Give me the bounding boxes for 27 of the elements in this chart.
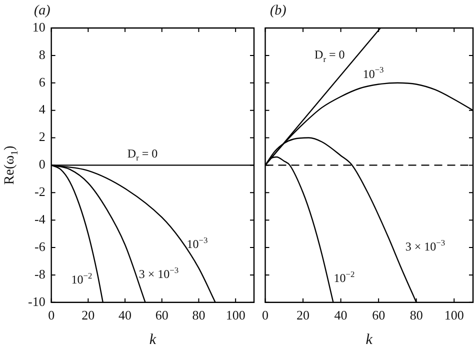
y-tick-label: 2 bbox=[38, 129, 46, 144]
chart-title: (b) bbox=[270, 4, 287, 19]
x-tick-label: 20 bbox=[82, 308, 95, 323]
y-tick-label: 6 bbox=[38, 74, 46, 90]
y-tick-label: -2 bbox=[34, 184, 46, 200]
x-axis-title: k bbox=[149, 332, 156, 348]
x-tick-label: 40 bbox=[334, 308, 348, 323]
chart-title: (a) bbox=[34, 4, 51, 19]
x-tick-label: 100 bbox=[444, 308, 464, 323]
x-tick-label: 20 bbox=[296, 308, 310, 323]
y-tick-label: -4 bbox=[34, 212, 46, 226]
y-tick-label: -8 bbox=[34, 266, 46, 282]
x-axis-title: k bbox=[366, 332, 373, 348]
y-tick-label: 10 bbox=[32, 19, 46, 34]
y-tick-label: -6 bbox=[34, 238, 46, 254]
x-tick-label: 60 bbox=[372, 308, 386, 323]
y-axis-title: Re(ω1) bbox=[2, 145, 20, 185]
y-tick-label: 0 bbox=[38, 156, 46, 172]
x-tick-label: 100 bbox=[226, 308, 246, 323]
x-tick-label: 60 bbox=[155, 308, 168, 323]
y-tick-label: 8 bbox=[38, 46, 46, 62]
x-tick-label: 40 bbox=[118, 308, 132, 323]
x-tick-label: 80 bbox=[192, 308, 206, 323]
x-tick-label: 0 bbox=[262, 308, 268, 323]
x-tick-label: 80 bbox=[410, 308, 423, 323]
y-tick-label: -10 bbox=[28, 294, 46, 309]
y-tick-label: 4 bbox=[38, 102, 46, 117]
